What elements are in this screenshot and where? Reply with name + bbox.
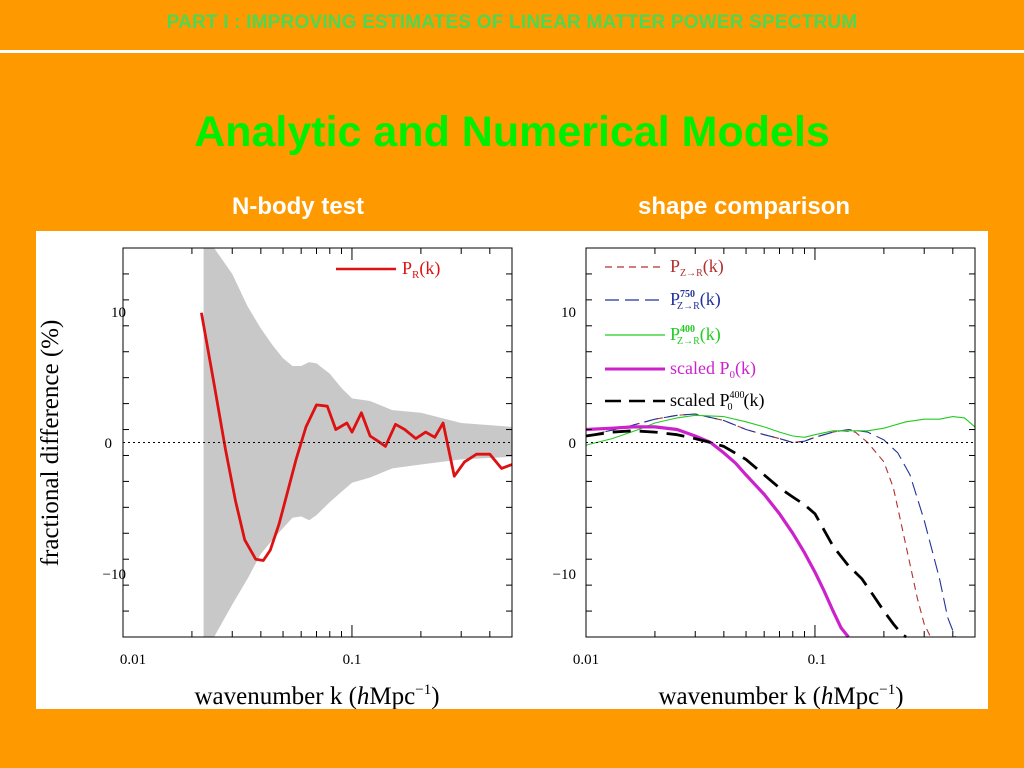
legend-label-scaled-p0: scaled P0(k) <box>670 358 756 381</box>
right-x-tick-label-0.1: 0.1 <box>808 652 827 668</box>
right-ticks <box>585 247 976 638</box>
legend-label-scaled-p0-400: scaled P400 0 (k) <box>670 390 764 413</box>
right-chart: 10 0 −10 0.01 0.1 wavenumber k (hMpc−1) … <box>553 247 976 709</box>
right-series-line-4 <box>585 429 907 639</box>
right-series-line-3 <box>585 425 850 639</box>
legend-label-pzr400: P400 Z→R(k) <box>670 324 721 347</box>
error-band <box>203 248 512 637</box>
right-series-line-1 <box>585 413 956 638</box>
left-ticks <box>122 247 513 638</box>
right-y-tick-label-0: 0 <box>569 436 577 452</box>
right-y-tick-label-minus10: −10 <box>553 567 576 583</box>
right-x-tick-label-0.01: 0.01 <box>573 652 599 668</box>
legend-label-pr: PR(k) <box>402 258 440 281</box>
figure-panel: 10 0 −10 0.01 0.1 fractional difference … <box>36 231 988 709</box>
x-tick-label-0.1: 0.1 <box>343 652 362 668</box>
slide-title: Analytic and Numerical Models <box>194 108 830 156</box>
right-chart-subtitle: shape comparison <box>638 193 851 220</box>
left-series-line-0 <box>200 312 513 562</box>
left-chart-subtitle: N-body test <box>232 193 364 220</box>
right-series-line-2 <box>585 414 976 446</box>
right-series-group <box>585 413 976 639</box>
legend-label-pzr750: P750 Z→R(k) <box>670 289 721 312</box>
x-tick-label-0.01: 0.01 <box>120 652 146 668</box>
y-tick-label-10: 10 <box>111 305 126 321</box>
right-x-axis-label: wavenumber k (hMpc−1) <box>658 682 903 709</box>
banner-divider <box>0 50 1024 53</box>
left-plot-frame <box>122 247 513 638</box>
legend-label-pzr: PZ→R(k) <box>670 256 724 279</box>
section-banner: PART I : IMPROVING ESTIMATES OF LINEAR M… <box>166 12 858 33</box>
x-axis-label: wavenumber k (hMpc−1) <box>194 682 439 709</box>
right-y-tick-label-10: 10 <box>561 305 576 321</box>
right-plot-frame <box>585 247 976 638</box>
y-axis-label: fractional difference (%) <box>37 320 64 567</box>
left-chart: 10 0 −10 0.01 0.1 fractional difference … <box>37 247 513 709</box>
y-tick-label-0: 0 <box>105 436 113 452</box>
y-tick-label-minus10: −10 <box>103 567 126 583</box>
left-series-group <box>200 312 513 562</box>
